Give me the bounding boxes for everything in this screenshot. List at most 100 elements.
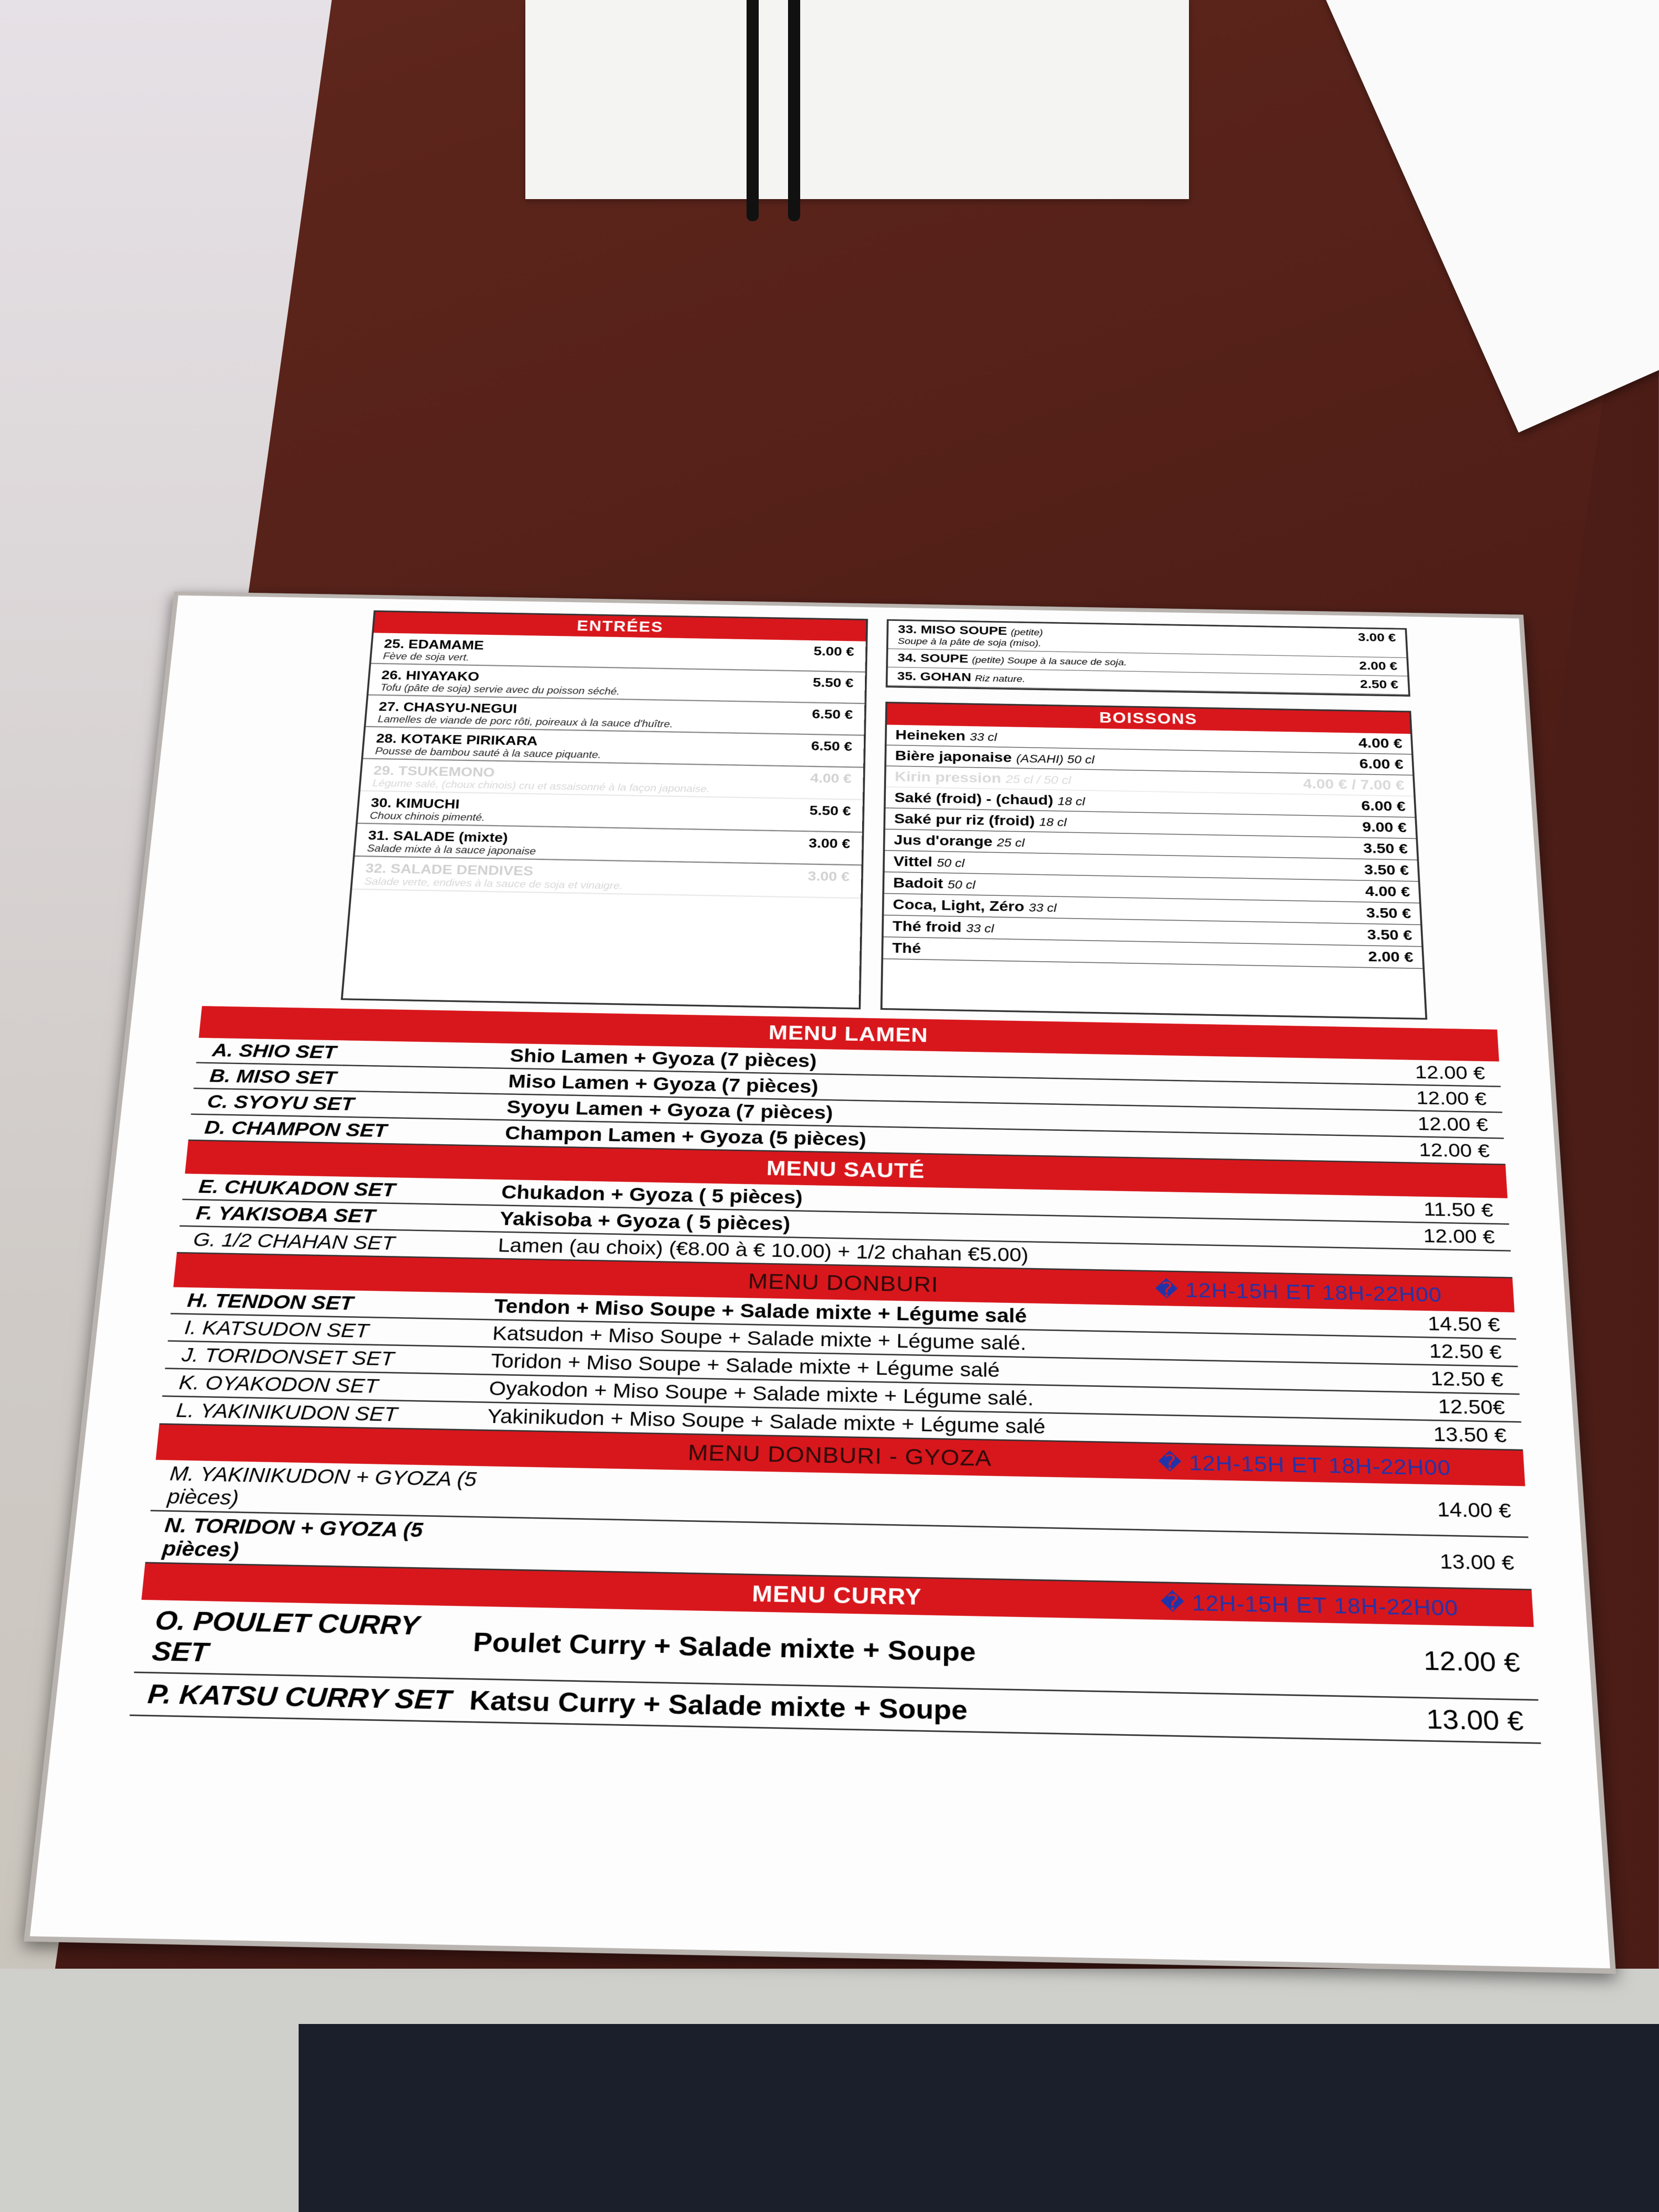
item-price: 4.00 €	[810, 771, 852, 786]
drink-price: 4.00 €	[1365, 883, 1411, 900]
drink-name: Vittel	[893, 853, 933, 870]
item-name: 26. HIYAYAKO	[380, 668, 480, 684]
item-left: 34. SOUPE (petite) Soupe à la sauce de s…	[898, 651, 1127, 669]
drink-size: 18 cl	[1057, 795, 1086, 808]
drink-price: 3.50 €	[1364, 862, 1410, 878]
drink-size: 25 cl / 50 cl	[1005, 773, 1072, 787]
item-price: 5.50 €	[812, 675, 854, 690]
item-note: Riz nature.	[974, 673, 1026, 684]
set-description	[483, 1491, 1269, 1506]
item-price: 6.50 €	[811, 739, 853, 754]
chopstick	[788, 0, 800, 221]
set-code: N. TORIDON + GYOZA (5 pièces)	[161, 1513, 424, 1562]
drink-left: Saké (froid) - (chaud) 18 cl	[894, 790, 1085, 808]
set-code: E. CHUKADON SET	[197, 1176, 397, 1201]
set-price: 13.00 €	[1439, 1550, 1515, 1574]
section-hours: � 12H-15H ET 18H-22H00	[1160, 1590, 1459, 1621]
set-code: H. TENDON SET	[186, 1289, 354, 1314]
section-title: MENU DONBURI - GYOZA	[687, 1439, 992, 1471]
set-code: J. TORIDONSET SET	[180, 1343, 395, 1370]
item-price: 2.00 €	[1359, 659, 1398, 673]
set-price: 12.00 €	[1418, 1139, 1490, 1162]
drink-price: 4.00 € / 7.00 €	[1302, 776, 1405, 793]
item-left: 35. GOHAN Riz nature.	[897, 670, 1025, 685]
item-name: 35. GOHAN	[897, 670, 972, 684]
drink-name: Saké pur riz (froid)	[894, 811, 1035, 829]
drink-size: (ASAHI) 50 cl	[1016, 752, 1095, 766]
item-description: Soupe à la pâte de soja (miso).	[898, 636, 1041, 649]
set-price	[1261, 1260, 1496, 1264]
section-title: MENU DONBURI	[748, 1269, 939, 1297]
drink-left: Badoit 50 cl	[893, 875, 975, 892]
drink-price: 4.00 €	[1358, 735, 1403, 751]
item-name: 34. SOUPE	[897, 651, 969, 666]
item-price: 3.00 €	[1358, 631, 1396, 645]
drink-name: Coca, Light, Zéro	[893, 896, 1025, 915]
set-code: D. CHAMPON SET	[204, 1117, 388, 1141]
section-hours: � 12H-15H ET 18H-22H00	[1157, 1451, 1452, 1480]
drink-name: Thé froid	[892, 918, 962, 935]
drink-size: 33 cl	[1029, 901, 1057, 915]
drink-size: 25 cl	[997, 836, 1025, 849]
set-code: G. 1/2 CHAHAN SET	[192, 1228, 396, 1254]
section-hours: � 12H-15H ET 18H-22H00	[1155, 1278, 1443, 1307]
item-name: 33. MISO SOUPE	[898, 623, 1008, 638]
drink-price: 9.00 €	[1361, 819, 1407, 836]
set-price: 12.00 €	[1422, 1225, 1495, 1248]
item-price: 5.50 €	[809, 803, 852, 818]
drink-size: 33 cl	[969, 731, 997, 744]
set-code: I. KATSUDON SET	[183, 1316, 370, 1342]
set-code: F. YAKISOBA SET	[195, 1202, 376, 1227]
drink-name: Bière japonaise	[895, 748, 1012, 765]
set-price: 13.00 €	[1425, 1704, 1525, 1737]
item-price: 6.50 €	[811, 707, 853, 722]
set-code: O. POULET CURRY SET	[150, 1605, 420, 1668]
section-title: MENU SAUTÉ	[766, 1156, 925, 1183]
drink-left: Coca, Light, Zéro 33 cl	[893, 896, 1056, 915]
drink-name: Thé	[892, 940, 921, 956]
set-price: 12.00 €	[1422, 1646, 1521, 1678]
napkin	[525, 0, 1189, 199]
set-code: L. YAKINIKUDON SET	[175, 1399, 398, 1426]
drink-left: Kirin pression 25 cl / 50 cl	[895, 769, 1071, 787]
drink-name: Badoit	[893, 875, 943, 891]
drink-price: 3.50 €	[1365, 905, 1412, 921]
item-note: (petite)	[1010, 627, 1044, 638]
section-title: MENU CURRY	[752, 1580, 922, 1610]
set-code: K. OYAKODON SET	[178, 1371, 379, 1397]
set-description: Poulet Curry + Salade mixte + Soupe	[472, 1627, 976, 1667]
entrees-section: ENTRÉES 25. EDAMAME 5.00 € Fève de soja ve…	[341, 610, 868, 1010]
item-price: 3.00 €	[808, 836, 851, 851]
set-code: P. KATSU CURRY SET	[146, 1679, 452, 1715]
set-price: 14.00 €	[1436, 1498, 1512, 1522]
drink-name: Kirin pression	[894, 769, 1001, 786]
drink-size: 18 cl	[1039, 816, 1067, 829]
set-price: 12.50 €	[1428, 1339, 1503, 1363]
drink-left: Jus d'orange 25 cl	[894, 832, 1025, 850]
drink-price: 3.50 €	[1363, 840, 1408, 857]
drink-price: 6.00 €	[1361, 798, 1406, 814]
item-price: 5.00 €	[813, 644, 854, 659]
drink-size: 50 cl	[936, 857, 965, 870]
drink-price: 3.50 €	[1366, 926, 1413, 943]
drink-name: Heineken	[895, 727, 966, 744]
drink-name: Jus d'orange	[894, 832, 993, 849]
set-code: A. SHIO SET	[211, 1040, 337, 1063]
item-note: (petite) Soupe à la sauce de soja.	[972, 655, 1127, 667]
drink-price: 2.00 €	[1368, 948, 1414, 965]
set-price: 12.50 €	[1430, 1367, 1504, 1391]
menu-card: ENTRÉES 25. EDAMAME 5.00 € Fève de soja ve…	[23, 591, 1616, 1974]
drink-left: Vittel 50 cl	[894, 853, 965, 870]
set-price: 13.50 €	[1433, 1423, 1507, 1447]
set-code: M. YAKINIKUDON + GYOZA (5 pièces)	[166, 1462, 478, 1509]
item-price: 3.00 €	[807, 869, 850, 884]
set-price: 12.00 €	[1417, 1113, 1489, 1135]
set-price: 12.00 €	[1416, 1087, 1488, 1109]
item-left: 33. MISO SOUPE (petite) Soupe à la pâte d…	[898, 623, 1043, 649]
drink-price: 6.00 €	[1359, 756, 1404, 772]
set-price: 12.50€	[1437, 1395, 1506, 1419]
set-price: 14.50 €	[1427, 1312, 1501, 1336]
set-code: C. SYOYU SET	[206, 1091, 355, 1114]
drink-name: Saké (froid) - (chaud)	[894, 790, 1053, 808]
item-name: 25. EDAMAME	[383, 637, 484, 653]
